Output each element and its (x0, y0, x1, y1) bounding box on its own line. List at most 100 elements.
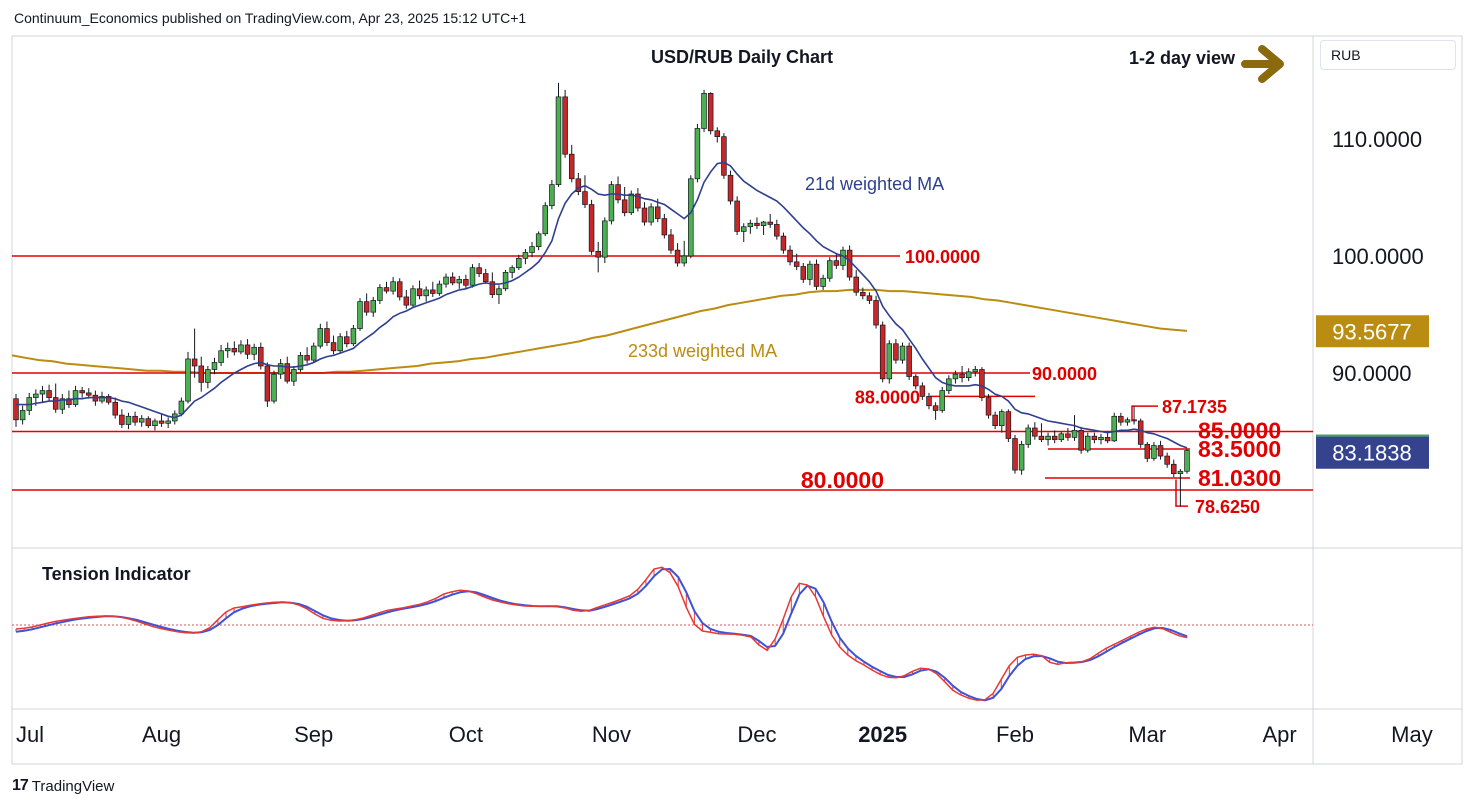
ma-21d-layer (16, 161, 1188, 449)
candle-body (886, 343, 893, 380)
candle-body (641, 207, 648, 223)
tension-indicator-pane (12, 566, 1313, 702)
candle-body (979, 369, 985, 398)
candle-body (833, 260, 840, 266)
candle-body (529, 246, 535, 253)
candle-body (615, 184, 621, 201)
candle-body (939, 390, 945, 411)
time-tick-label: Oct (449, 722, 483, 747)
candle-body (1111, 415, 1117, 442)
candle-body (377, 287, 383, 301)
footer-brand[interactable]: 17 TradingView (12, 777, 114, 795)
candles-layer (13, 82, 1190, 507)
candle-body (244, 344, 251, 355)
time-tick-label: Feb (996, 722, 1034, 747)
candle-body (767, 221, 773, 225)
candle-body (1124, 419, 1131, 423)
candle-body (1131, 419, 1137, 422)
candle-body (1018, 444, 1025, 471)
candle-body (211, 362, 218, 370)
candle-body (231, 348, 238, 353)
candle-body (310, 345, 317, 361)
candle-body (668, 234, 674, 251)
candle-body (694, 128, 701, 180)
candle-body (1104, 437, 1111, 442)
candle-body (860, 291, 866, 297)
time-axis[interactable]: Jul Aug Sep Oct Nov Dec 2025 Feb Mar Apr May (16, 722, 1433, 747)
candle-body (853, 276, 859, 293)
candle-body (13, 398, 19, 421)
view-label: 1-2 day view (1129, 48, 1236, 68)
level-78-label: 78.6250 (1195, 497, 1260, 517)
time-tick-label: May (1391, 722, 1433, 747)
candle-body (436, 283, 443, 294)
candle-body (1051, 435, 1058, 441)
candle-body (185, 358, 191, 402)
candle-body (277, 363, 284, 375)
candle-body (820, 277, 826, 287)
candle-body (654, 206, 661, 219)
candle-body (873, 300, 879, 326)
candle-body (734, 200, 740, 232)
candle-body (66, 398, 72, 405)
candle-body (297, 355, 304, 370)
candle-body (449, 276, 456, 284)
price-badge-label: 83.1838 (1332, 441, 1412, 466)
publisher-header: Continuum_Economics published on Trading… (14, 10, 527, 26)
candle-body (992, 414, 998, 426)
candle-body (291, 369, 297, 382)
candle-body (19, 410, 26, 421)
candle-body (416, 288, 423, 297)
candle-body (932, 405, 939, 411)
candle-body (158, 420, 165, 424)
candle-body (1071, 429, 1078, 438)
candle-body (59, 398, 66, 410)
candle-body (608, 184, 615, 222)
candle-body (224, 348, 231, 352)
price-axis[interactable]: 110.0000100.000090.000093.567783.376083.… (1316, 127, 1429, 469)
candle-body (674, 249, 681, 264)
candle-body (304, 355, 310, 361)
candle-body (588, 204, 595, 252)
tradingview-brand: TradingView (31, 777, 115, 795)
candle-body (714, 130, 721, 138)
candle-body (79, 390, 85, 394)
candle-body (430, 289, 436, 294)
candle-body (112, 401, 118, 416)
candle-body (575, 178, 582, 192)
candle-body (1144, 444, 1151, 459)
candle-body (535, 233, 542, 247)
candle-body (747, 222, 754, 228)
candle-body (926, 396, 932, 407)
candle-body (258, 346, 264, 367)
candle-body (52, 397, 59, 410)
currency-label[interactable]: RUB (1320, 40, 1456, 70)
candle-body (740, 226, 747, 232)
time-tick-label: Aug (142, 722, 181, 747)
level-88-label: 88.0000 (855, 387, 920, 407)
candle-body (787, 249, 793, 263)
candle-body (826, 260, 833, 279)
candle-body (363, 301, 370, 313)
candle-body (1171, 463, 1177, 474)
time-tick-label: Dec (737, 722, 776, 747)
ma-233d-label: 233d weighted MA (628, 341, 777, 361)
candle-body (482, 273, 489, 283)
candle-body (1137, 420, 1144, 445)
level-83-5-label: 83.5000 (1198, 436, 1281, 462)
candle-body (370, 300, 377, 313)
level-85-label: 85.0000 (1198, 418, 1281, 444)
candle-body (893, 343, 899, 361)
candle-body (899, 345, 906, 361)
candle-body (999, 411, 1005, 426)
candle-body (1005, 411, 1012, 439)
candle-body (555, 96, 562, 185)
candle-body (1151, 445, 1157, 459)
candle-body (357, 301, 363, 329)
candle-body (330, 342, 337, 352)
candle-body (423, 289, 429, 297)
candle-body (178, 400, 185, 415)
candle-body (727, 174, 734, 202)
candle-body (1065, 433, 1071, 438)
